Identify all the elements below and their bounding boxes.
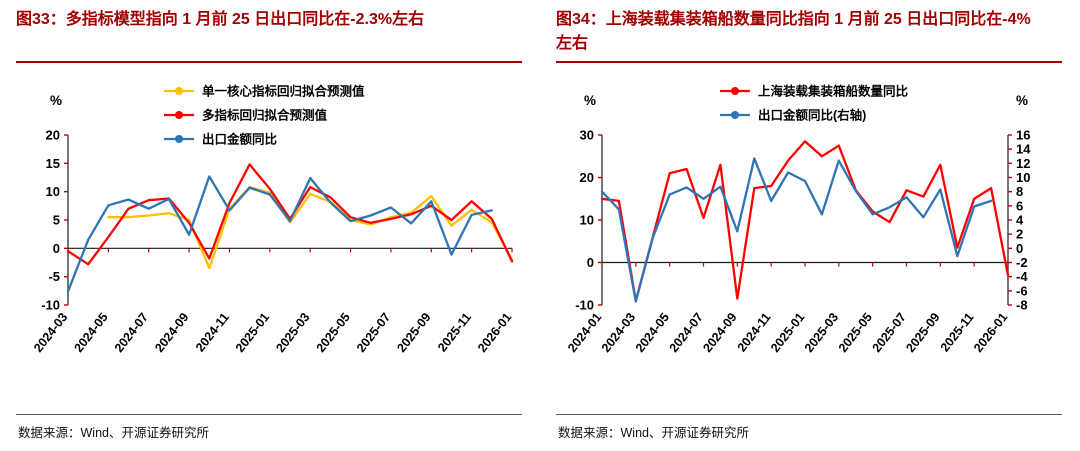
x-axis-tick-label: 2026-01 <box>475 310 514 355</box>
x-axis-tick-label: 2024-03 <box>31 310 70 355</box>
x-axis-tick-label: 2024-07 <box>667 310 706 355</box>
y-axis-tick-label: 15 <box>46 156 60 171</box>
y-axis-tick-label: -5 <box>48 269 60 284</box>
legend-dot-marker <box>175 87 183 95</box>
secondary-y-axis-tick-label: -4 <box>1016 269 1028 284</box>
series-line <box>66 163 514 266</box>
y-axis-tick-label: 0 <box>53 241 60 256</box>
legend-label: 上海装载集装箱船数量同比 <box>758 84 909 99</box>
x-axis-tick-label: 2025-07 <box>870 310 909 355</box>
x-axis-tick-label: 2025-07 <box>354 310 393 355</box>
legend-dot-marker <box>731 111 739 119</box>
x-axis-tick-label: 2025-03 <box>802 310 841 355</box>
legend-item: 上海装载集装箱船数量同比 <box>720 84 909 99</box>
y-axis-tick-label: 20 <box>46 128 60 143</box>
legend-label: 出口金额同比 <box>202 132 278 147</box>
x-axis-tick-label: 2025-01 <box>233 310 272 355</box>
secondary-y-axis-unit-label: % <box>1016 93 1028 108</box>
secondary-y-axis-tick-label: -6 <box>1016 283 1028 298</box>
y-axis-tick-label: 30 <box>580 128 594 143</box>
x-axis-tick-label: 2025-03 <box>273 310 312 355</box>
x-axis-tick-label: 2024-09 <box>700 310 739 355</box>
figure-33-panel: 图33：多指标模型指向 1 月前 25 日出口同比在-2.3%左右 20 15 10… <box>16 8 522 451</box>
secondary-y-axis-tick-label: 10 <box>1016 170 1030 185</box>
x-axis-tick-label: 2024-01 <box>565 310 604 355</box>
x-axis-tick-label: 2024-09 <box>152 310 191 355</box>
figure-33-title: 图33：多指标模型指向 1 月前 25 日出口同比在-2.3%左右 <box>16 8 522 63</box>
secondary-y-axis-tick-label: 2 <box>1016 227 1023 242</box>
x-axis-tick-label: 2024-05 <box>633 310 672 355</box>
legend-dot-marker <box>175 111 183 119</box>
figure-34-title-text: 图34：上海装载集装箱船数量同比指向 1 月前 25 日出口同比在-4%左右 <box>556 11 1031 52</box>
legend-item: 出口金额同比(右轴) <box>720 108 866 123</box>
y-axis-tick-label: -10 <box>575 298 594 313</box>
legend-label: 多指标回归拟合预测值 <box>202 108 328 123</box>
x-axis-tick-label: 2024-11 <box>193 310 232 354</box>
secondary-y-axis-tick-label: 6 <box>1016 198 1023 213</box>
legend-item: 出口金额同比 <box>164 132 278 147</box>
figure-33-source-note: 数据来源：Wind、开源证券研究所 <box>16 414 522 451</box>
x-axis-tick-label: 2024-11 <box>735 310 774 354</box>
x-axis-tick-label: 2025-09 <box>903 310 942 355</box>
y-axis-unit-label: % <box>50 93 62 108</box>
x-axis-tick-label: 2024-07 <box>112 310 151 355</box>
y-axis-tick-label: 10 <box>580 213 594 228</box>
y-axis-tick-label: 0 <box>587 255 594 270</box>
secondary-y-axis-tick-label: 16 <box>1016 128 1030 143</box>
legend-dot-marker <box>731 87 739 95</box>
x-axis-tick-label: 2024-03 <box>599 310 638 355</box>
figure-33-title-text: 图33：多指标模型指向 1 月前 25 日出口同比在-2.3%左右 <box>16 11 425 28</box>
legend-label: 单一核心指标回归拟合预测值 <box>202 84 365 99</box>
y-axis-tick-label: 5 <box>53 213 60 228</box>
line-chart-svg: 3020100-10%1614121086420-2-4-6-8%2024-01… <box>565 84 1031 355</box>
secondary-y-axis-tick-label: 4 <box>1016 213 1024 228</box>
y-axis-tick-label: 10 <box>46 184 60 199</box>
x-axis-tick-label: 2025-09 <box>394 310 433 355</box>
y-axis-tick-label: -10 <box>41 298 60 313</box>
figure-34-title: 图34：上海装载集装箱船数量同比指向 1 月前 25 日出口同比在-4%左右 <box>556 8 1062 63</box>
x-axis-tick-label: 2024-05 <box>71 310 110 355</box>
x-axis-tick-label: 2025-05 <box>836 310 875 355</box>
x-axis-tick-label: 2025-11 <box>435 310 474 354</box>
x-axis-tick-label: 2025-11 <box>938 310 977 354</box>
legend-dot-marker <box>175 135 183 143</box>
figure-34-chart: 30 20 10 0 -10% 16 14 12 10 8 6 4 2 0 -2 -4 -6 -8% 2024-01… <box>556 65 1062 386</box>
legend-label: 出口金额同比(右轴) <box>758 108 866 123</box>
figure-34-source-note: 数据来源：Wind、开源证券研究所 <box>556 414 1062 451</box>
figure-34-panel: 图34：上海装载集装箱船数量同比指向 1 月前 25 日出口同比在-4%左右 3… <box>540 0 1080 451</box>
y-axis-tick-label: 20 <box>580 170 594 185</box>
secondary-y-axis-tick-label: 8 <box>1016 184 1023 199</box>
series-line <box>600 140 1010 302</box>
series-line <box>66 175 493 293</box>
legend-item: 多指标回归拟合预测值 <box>164 108 328 123</box>
y-axis-unit-label: % <box>584 93 596 108</box>
secondary-y-axis-tick-label: 14 <box>1016 142 1031 157</box>
x-axis-tick-label: 2025-01 <box>768 310 807 355</box>
secondary-y-axis-tick-label: -2 <box>1016 255 1028 270</box>
legend-item: 单一核心指标回归拟合预测值 <box>164 84 365 99</box>
x-axis-tick-label: 2026-01 <box>971 310 1010 355</box>
series-line <box>600 157 993 303</box>
secondary-y-axis-tick-label: 0 <box>1016 241 1023 256</box>
figure-33-chart: 20 15 10 5 0 -5 -10% 2024-03 2024-05 2024-07 2024-… <box>16 65 522 386</box>
secondary-y-axis-tick-label: 12 <box>1016 156 1030 171</box>
x-axis-tick-label: 2025-05 <box>314 310 353 355</box>
secondary-y-axis-tick-label: -8 <box>1016 298 1028 313</box>
